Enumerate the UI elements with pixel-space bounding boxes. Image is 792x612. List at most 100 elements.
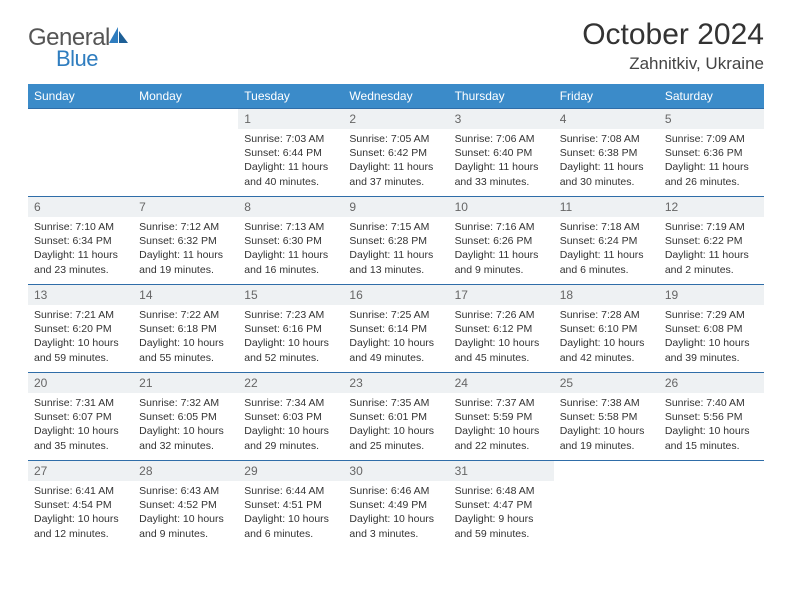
day-number: 13 [28,285,133,305]
calendar-row: 1Sunrise: 7:03 AMSunset: 6:44 PMDaylight… [28,109,764,197]
daylight-line: Daylight: 10 hours and 19 minutes. [560,424,653,452]
sunrise-line: Sunrise: 6:44 AM [244,484,337,498]
calendar-cell-empty [554,461,659,549]
day-details: Sunrise: 7:03 AMSunset: 6:44 PMDaylight:… [238,129,343,193]
sunrise-line: Sunrise: 7:06 AM [455,132,548,146]
calendar-cell: 27Sunrise: 6:41 AMSunset: 4:54 PMDayligh… [28,461,133,549]
calendar-cell: 31Sunrise: 6:48 AMSunset: 4:47 PMDayligh… [449,461,554,549]
sunset-line: Sunset: 6:22 PM [665,234,758,248]
calendar-cell: 15Sunrise: 7:23 AMSunset: 6:16 PMDayligh… [238,285,343,373]
day-number: 17 [449,285,554,305]
day-details: Sunrise: 7:40 AMSunset: 5:56 PMDaylight:… [659,393,764,457]
calendar-cell: 10Sunrise: 7:16 AMSunset: 6:26 PMDayligh… [449,197,554,285]
day-details: Sunrise: 6:43 AMSunset: 4:52 PMDaylight:… [133,481,238,545]
sunset-line: Sunset: 4:49 PM [349,498,442,512]
sunset-line: Sunset: 4:47 PM [455,498,548,512]
day-number: 12 [659,197,764,217]
sunset-line: Sunset: 6:12 PM [455,322,548,336]
day-details: Sunrise: 7:37 AMSunset: 5:59 PMDaylight:… [449,393,554,457]
sunset-line: Sunset: 6:44 PM [244,146,337,160]
day-header: Wednesday [343,84,448,109]
sunrise-line: Sunrise: 7:21 AM [34,308,127,322]
day-number: 1 [238,109,343,129]
calendar-table: SundayMondayTuesdayWednesdayThursdayFrid… [28,84,764,549]
daylight-line: Daylight: 10 hours and 52 minutes. [244,336,337,364]
sunset-line: Sunset: 6:38 PM [560,146,653,160]
sunrise-line: Sunrise: 7:34 AM [244,396,337,410]
day-number: 22 [238,373,343,393]
daylight-line: Daylight: 11 hours and 13 minutes. [349,248,442,276]
calendar-cell: 22Sunrise: 7:34 AMSunset: 6:03 PMDayligh… [238,373,343,461]
sunrise-line: Sunrise: 6:43 AM [139,484,232,498]
calendar-cell: 21Sunrise: 7:32 AMSunset: 6:05 PMDayligh… [133,373,238,461]
sunrise-line: Sunrise: 7:22 AM [139,308,232,322]
day-details: Sunrise: 7:09 AMSunset: 6:36 PMDaylight:… [659,129,764,193]
sunrise-line: Sunrise: 6:48 AM [455,484,548,498]
daylight-line: Daylight: 11 hours and 26 minutes. [665,160,758,188]
day-details: Sunrise: 7:05 AMSunset: 6:42 PMDaylight:… [343,129,448,193]
day-number: 20 [28,373,133,393]
calendar-cell: 30Sunrise: 6:46 AMSunset: 4:49 PMDayligh… [343,461,448,549]
daylight-line: Daylight: 10 hours and 25 minutes. [349,424,442,452]
day-number: 30 [343,461,448,481]
calendar-row: 13Sunrise: 7:21 AMSunset: 6:20 PMDayligh… [28,285,764,373]
daylight-line: Daylight: 11 hours and 2 minutes. [665,248,758,276]
day-header: Friday [554,84,659,109]
sunrise-line: Sunrise: 7:16 AM [455,220,548,234]
sunrise-line: Sunrise: 7:08 AM [560,132,653,146]
day-details: Sunrise: 7:13 AMSunset: 6:30 PMDaylight:… [238,217,343,281]
day-details: Sunrise: 6:46 AMSunset: 4:49 PMDaylight:… [343,481,448,545]
sunset-line: Sunset: 5:59 PM [455,410,548,424]
day-details: Sunrise: 6:44 AMSunset: 4:51 PMDaylight:… [238,481,343,545]
day-number: 21 [133,373,238,393]
calendar-cell: 20Sunrise: 7:31 AMSunset: 6:07 PMDayligh… [28,373,133,461]
logo-sail-icon [108,24,130,52]
day-number: 6 [28,197,133,217]
header: General Blue October 2024 Zahnitkiv, Ukr… [28,18,764,74]
day-number: 5 [659,109,764,129]
sunrise-line: Sunrise: 7:09 AM [665,132,758,146]
sunrise-line: Sunrise: 7:18 AM [560,220,653,234]
calendar-cell: 28Sunrise: 6:43 AMSunset: 4:52 PMDayligh… [133,461,238,549]
daylight-line: Daylight: 10 hours and 9 minutes. [139,512,232,540]
sunrise-line: Sunrise: 7:40 AM [665,396,758,410]
calendar-cell: 24Sunrise: 7:37 AMSunset: 5:59 PMDayligh… [449,373,554,461]
day-number: 11 [554,197,659,217]
sunrise-line: Sunrise: 7:10 AM [34,220,127,234]
sunrise-line: Sunrise: 7:38 AM [560,396,653,410]
day-details: Sunrise: 7:12 AMSunset: 6:32 PMDaylight:… [133,217,238,281]
sunset-line: Sunset: 6:14 PM [349,322,442,336]
daylight-line: Daylight: 10 hours and 45 minutes. [455,336,548,364]
day-number: 26 [659,373,764,393]
calendar-cell: 13Sunrise: 7:21 AMSunset: 6:20 PMDayligh… [28,285,133,373]
day-details: Sunrise: 7:38 AMSunset: 5:58 PMDaylight:… [554,393,659,457]
sunset-line: Sunset: 6:30 PM [244,234,337,248]
day-header: Thursday [449,84,554,109]
calendar-body: 1Sunrise: 7:03 AMSunset: 6:44 PMDaylight… [28,109,764,549]
calendar-cell: 11Sunrise: 7:18 AMSunset: 6:24 PMDayligh… [554,197,659,285]
daylight-line: Daylight: 10 hours and 49 minutes. [349,336,442,364]
calendar-cell: 12 Sunrise: 7:19 AMSunset: 6:22 PMDayligh… [659,197,764,285]
day-details: Sunrise: 7:22 AMSunset: 6:18 PMDaylight:… [133,305,238,369]
calendar-row: 6Sunrise: 7:10 AMSunset: 6:34 PMDaylight… [28,197,764,285]
daylight-line: Daylight: 10 hours and 59 minutes. [34,336,127,364]
day-details: Sunrise: 6:41 AMSunset: 4:54 PMDaylight:… [28,481,133,545]
calendar-row: 27Sunrise: 6:41 AMSunset: 4:54 PMDayligh… [28,461,764,549]
sunset-line: Sunset: 6:26 PM [455,234,548,248]
sunrise-line: Sunrise: 7:19 AM [665,220,758,234]
daylight-line: Daylight: 10 hours and 29 minutes. [244,424,337,452]
sunset-line: Sunset: 6:18 PM [139,322,232,336]
sunset-line: Sunset: 6:28 PM [349,234,442,248]
day-details: Sunrise: 7:16 AMSunset: 6:26 PMDaylight:… [449,217,554,281]
calendar-row: 20Sunrise: 7:31 AMSunset: 6:07 PMDayligh… [28,373,764,461]
sunrise-line: Sunrise: 7:32 AM [139,396,232,410]
calendar-cell: 7Sunrise: 7:12 AMSunset: 6:32 PMDaylight… [133,197,238,285]
calendar-cell: 4Sunrise: 7:08 AMSunset: 6:38 PMDaylight… [554,109,659,197]
day-details: Sunrise: 7:06 AMSunset: 6:40 PMDaylight:… [449,129,554,193]
calendar-cell: 19Sunrise: 7:29 AMSunset: 6:08 PMDayligh… [659,285,764,373]
sunrise-line: Sunrise: 6:41 AM [34,484,127,498]
sunset-line: Sunset: 6:40 PM [455,146,548,160]
sunrise-line: Sunrise: 7:05 AM [349,132,442,146]
calendar-cell: 1Sunrise: 7:03 AMSunset: 6:44 PMDaylight… [238,109,343,197]
daylight-line: Daylight: 10 hours and 6 minutes. [244,512,337,540]
